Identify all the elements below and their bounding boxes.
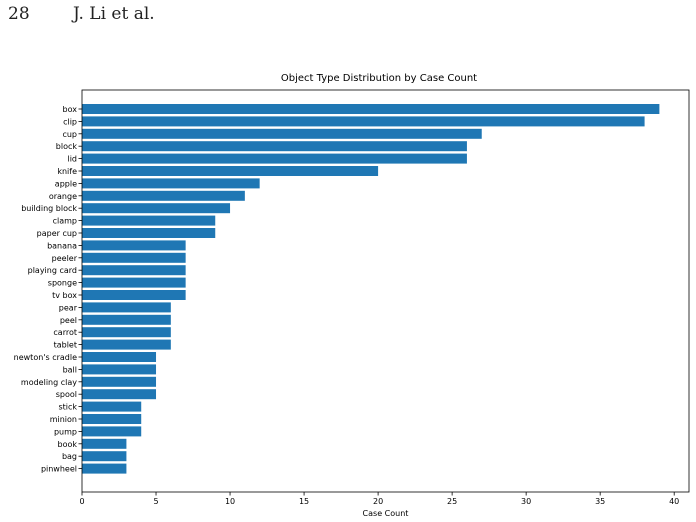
category-label-modeling-clay: modeling clay (21, 378, 77, 387)
x-tick-label: 15 (299, 497, 309, 506)
bar-cup (82, 128, 482, 139)
category-label-pear: pear (59, 303, 78, 312)
category-label-peeler: peeler (52, 254, 78, 263)
bar-peel (82, 314, 171, 325)
x-tick-label: 20 (373, 497, 383, 506)
bar-orange (82, 190, 245, 201)
bar-pinwheel (82, 463, 127, 474)
bar-tablet (82, 339, 171, 350)
x-axis: 0 5 10 15 20 25 30 35 40 (79, 492, 679, 506)
category-label-clamp: clamp (53, 217, 77, 226)
x-tick-label: 5 (153, 497, 158, 506)
bars-layer (82, 104, 660, 474)
bar-newton-s-cradle (82, 352, 157, 362)
category-label-banana: banana (47, 241, 77, 250)
page-header: 28 J. Li et al. (0, 0, 696, 40)
bar-pear (82, 302, 171, 313)
category-label-block: block (56, 142, 78, 151)
bar-modeling-clay (82, 376, 157, 387)
bar-stick (82, 401, 142, 412)
x-tick-label: 30 (521, 497, 531, 506)
bar-minion (82, 414, 142, 424)
bar-playing-card (82, 265, 186, 276)
bar-book (82, 438, 127, 449)
category-label-pinwheel: pinwheel (41, 465, 77, 474)
bar-tv-box (82, 290, 186, 300)
category-label-tablet: tablet (54, 341, 77, 350)
category-label-pump: pump (54, 427, 77, 436)
x-tick-label: 35 (595, 497, 605, 506)
category-label-knife: knife (57, 167, 77, 176)
bar-bag (82, 451, 127, 462)
category-label-carrot: carrot (53, 328, 77, 337)
bar-block (82, 141, 467, 152)
category-label-newton-s-cradle: newton's cradle (14, 353, 77, 362)
category-label-bag: bag (62, 452, 77, 461)
bar-carrot (82, 327, 171, 338)
x-axis-label: Case Count (363, 509, 409, 518)
category-label-clip: clip (63, 117, 77, 126)
category-label-apple: apple (55, 179, 77, 188)
category-label-stick: stick (58, 403, 77, 412)
plot-frame (81, 89, 690, 493)
category-label-spool: spool (56, 390, 77, 399)
bar-knife (82, 166, 379, 176)
category-label-box: box (63, 105, 78, 114)
category-label-playing-card: playing card (28, 266, 77, 275)
x-tick-label: 40 (669, 497, 679, 506)
category-labels: box clip cup block lid knife apple orange buildi… (14, 105, 82, 474)
category-label-minion: minion (50, 415, 77, 424)
bar-clamp (82, 215, 216, 226)
category-label-orange: orange (49, 192, 77, 201)
bar-banana (82, 240, 186, 251)
bar-box (82, 104, 660, 114)
x-tick-label: 25 (447, 497, 457, 506)
bar-lid (82, 153, 467, 164)
bar-ball (82, 364, 157, 375)
category-label-ball: ball (63, 365, 77, 374)
category-label-book: book (58, 440, 78, 449)
category-label-paper-cup: paper cup (37, 229, 77, 238)
bar-sponge (82, 277, 186, 288)
category-label-sponge: sponge (48, 279, 77, 288)
bar-peeler (82, 252, 186, 263)
category-label-lid: lid (67, 155, 77, 164)
x-tick-label: 10 (225, 497, 235, 506)
bar-paper-cup (82, 228, 216, 238)
bar-apple (82, 178, 260, 189)
category-label-tv-box: tv box (52, 291, 77, 300)
category-label-peel: peel (60, 316, 77, 325)
category-label-cup: cup (62, 130, 77, 139)
bar-spool (82, 389, 157, 400)
page-number: 28 (8, 4, 30, 24)
bar-building-block (82, 203, 231, 214)
x-tick-label: 0 (79, 497, 84, 506)
running-head: J. Li et al. (73, 4, 155, 24)
bar-pump (82, 426, 142, 437)
category-label-building-block: building block (21, 204, 77, 213)
bar-clip (82, 116, 645, 127)
chart-title: Object Type Distribution by Case Count (281, 73, 477, 84)
